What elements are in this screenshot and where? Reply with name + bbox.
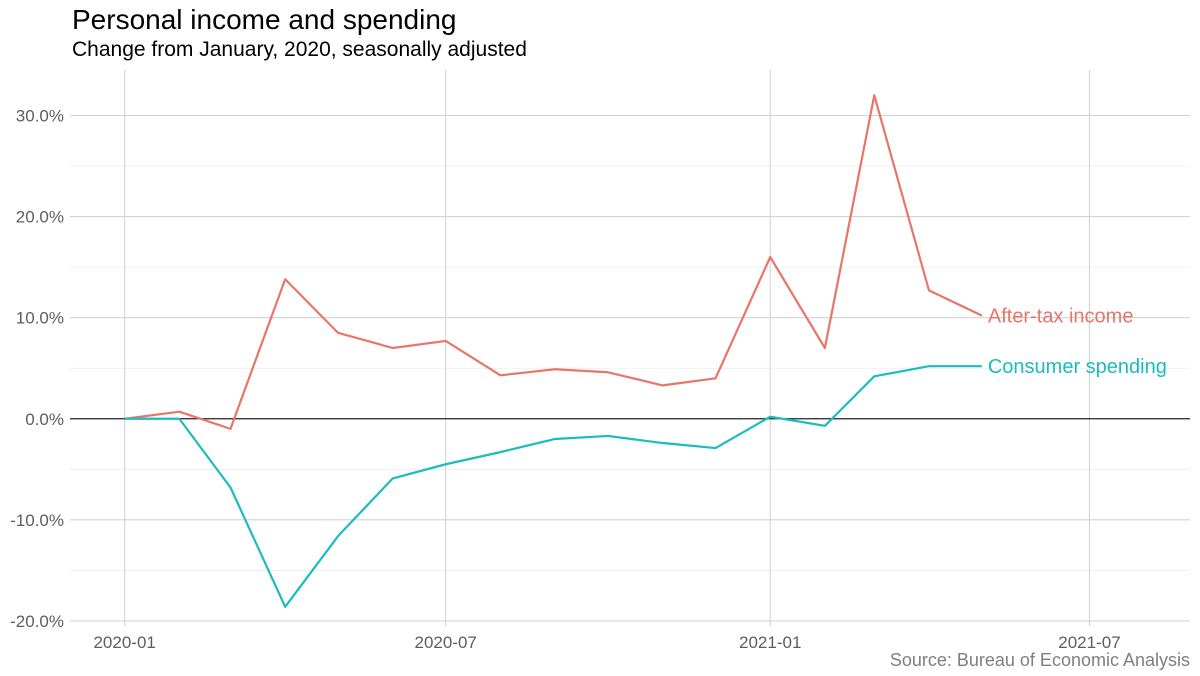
y-tick-label: 30.0% — [16, 106, 64, 125]
chart-title: Personal income and spending — [72, 4, 457, 35]
series-line-2 — [124, 365, 982, 608]
x-tick-label: 2020-01 — [93, 633, 155, 652]
chart-subtitle: Change from January, 2020, seasonally ad… — [72, 38, 527, 61]
y-tick-label: -20.0% — [10, 612, 64, 631]
series-label-1: After-tax income — [988, 306, 1134, 328]
y-tick-label: 0.0% — [25, 410, 64, 429]
series-line-1 — [124, 94, 983, 430]
series-labels: After-tax income Consumer spending — [988, 306, 1167, 379]
series-lines — [124, 94, 983, 608]
x-axis: 2020-01 2020-07 2021-01 2021-07 — [93, 633, 1120, 652]
major-grid — [70, 70, 1190, 626]
y-tick-label: 20.0% — [16, 208, 64, 227]
minor-grid — [70, 165, 1190, 571]
x-tick-label: 2021-01 — [739, 633, 801, 652]
y-tick-label: -10.0% — [10, 511, 64, 530]
x-tick-label: 2021-07 — [1058, 633, 1120, 652]
y-tick-label: 10.0% — [16, 309, 64, 328]
series-label-2: Consumer spending — [988, 356, 1167, 378]
y-axis: -20.0% -10.0% 0.0% 10.0% 20.0% 30.0% — [10, 106, 64, 630]
x-tick-label: 2020-07 — [414, 633, 476, 652]
source-note: Source: Bureau of Economic Analysis — [889, 650, 1190, 670]
